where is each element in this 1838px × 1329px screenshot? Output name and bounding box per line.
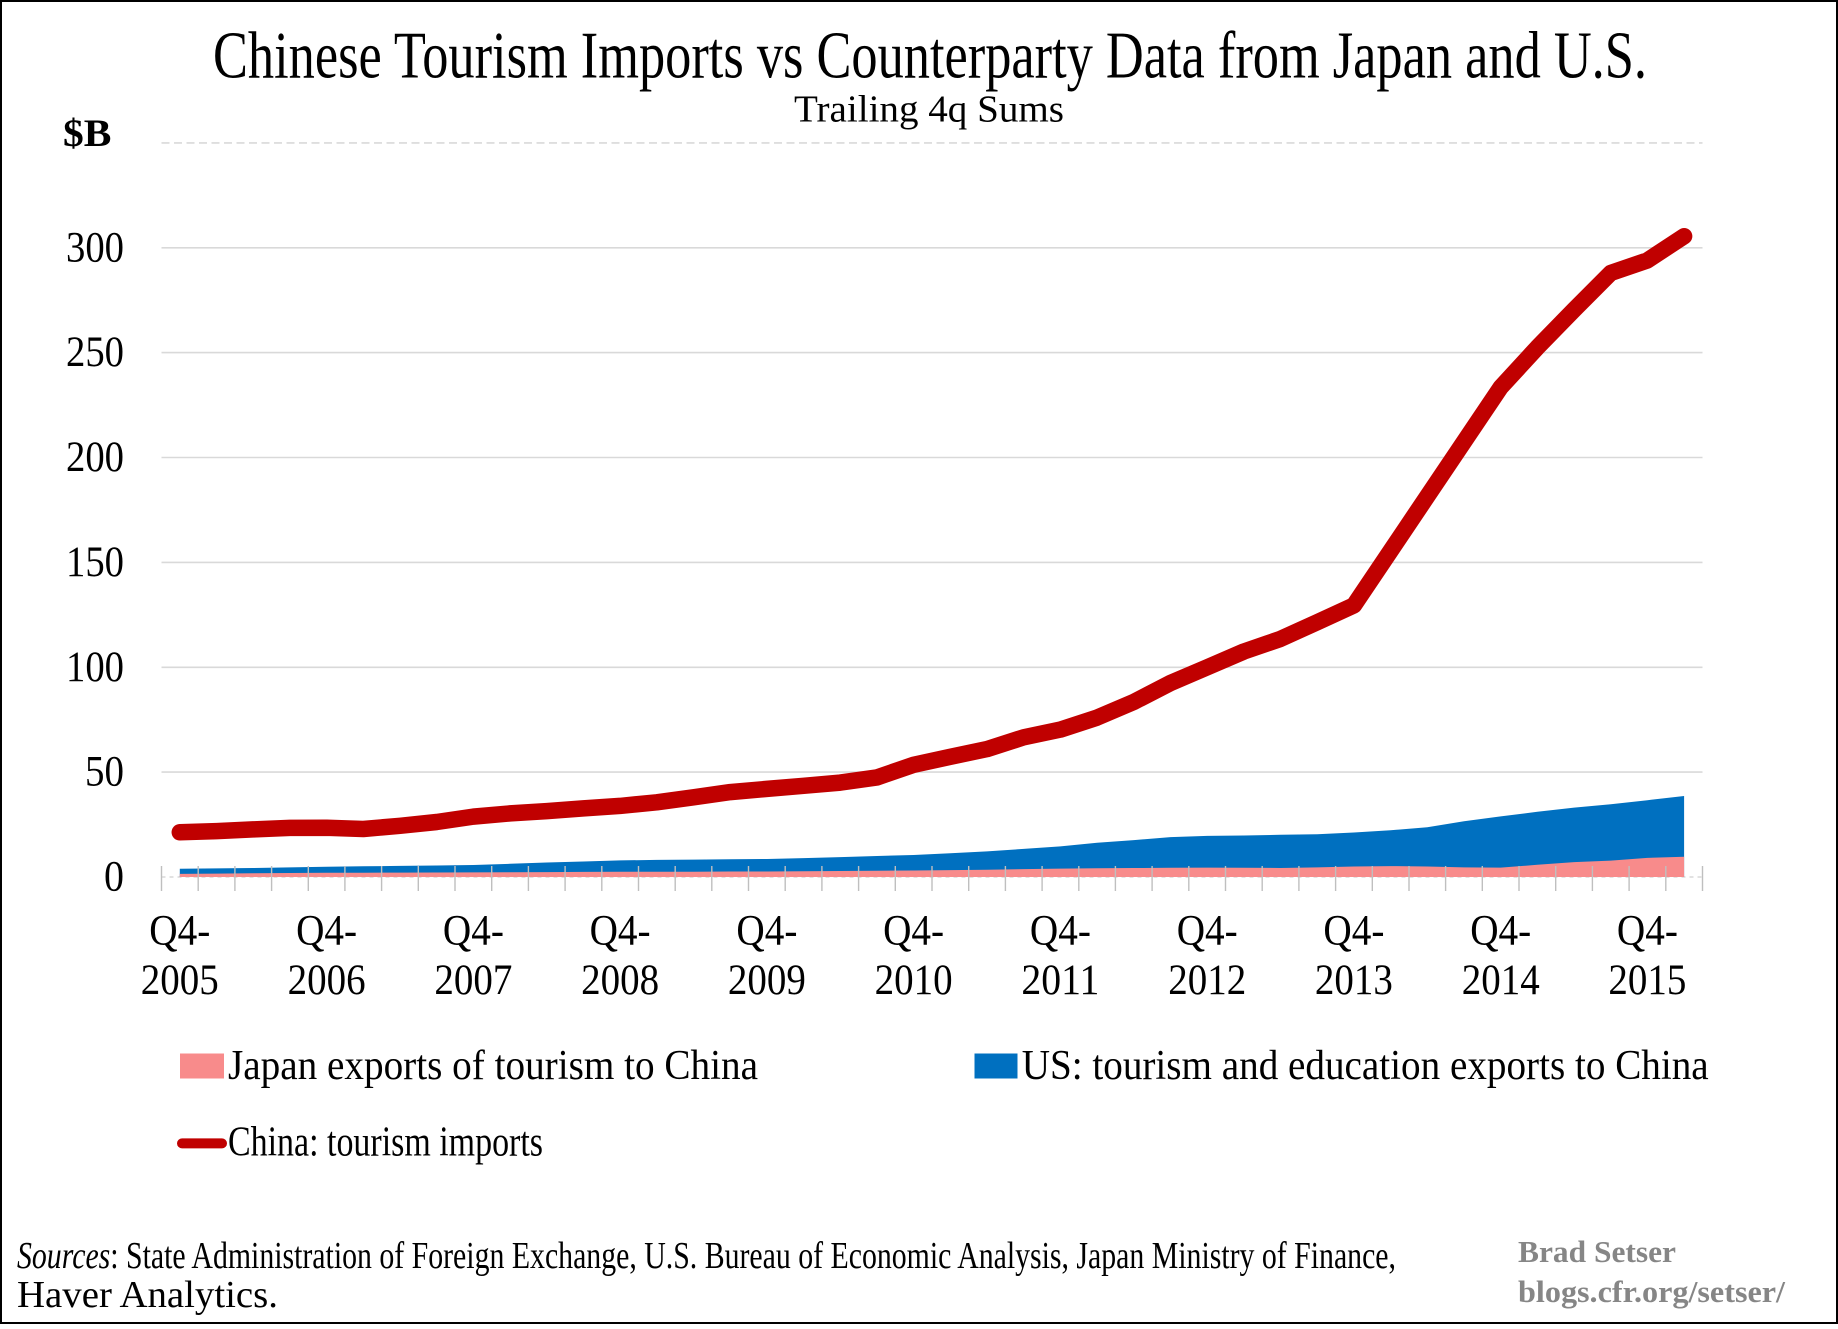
svg-text:Q4-: Q4- bbox=[1177, 908, 1238, 955]
svg-text:Trailing 4q Sums: Trailing 4q Sums bbox=[794, 88, 1064, 130]
svg-text:2014: 2014 bbox=[1462, 957, 1540, 1004]
svg-text:Brad Setser: Brad Setser bbox=[1518, 1234, 1676, 1269]
svg-text:Chinese Tourism Imports vs Cou: Chinese Tourism Imports vs Counterparty … bbox=[213, 19, 1647, 93]
svg-text:2015: 2015 bbox=[1608, 957, 1686, 1004]
svg-text:Q4-: Q4- bbox=[296, 908, 357, 955]
svg-text:Japan exports of tourism to Ch: Japan exports of tourism to China bbox=[228, 1043, 758, 1089]
svg-text:Q4-: Q4- bbox=[443, 908, 504, 955]
svg-text:2006: 2006 bbox=[288, 957, 366, 1004]
svg-text:2011: 2011 bbox=[1021, 957, 1099, 1004]
svg-text:Q4-: Q4- bbox=[590, 908, 651, 955]
svg-text:Q4-: Q4- bbox=[1617, 908, 1678, 955]
svg-text:150: 150 bbox=[66, 539, 124, 586]
svg-text:2010: 2010 bbox=[875, 957, 953, 1004]
svg-text:2008: 2008 bbox=[581, 957, 659, 1004]
svg-text:blogs.cfr.org/setser/: blogs.cfr.org/setser/ bbox=[1518, 1274, 1785, 1309]
svg-text:Q4-: Q4- bbox=[149, 908, 210, 955]
svg-text:50: 50 bbox=[85, 749, 124, 796]
svg-text:Q4-: Q4- bbox=[883, 908, 944, 955]
svg-text:$B: $B bbox=[63, 112, 111, 155]
svg-text:250: 250 bbox=[66, 329, 124, 376]
svg-text:Haver Analytics.: Haver Analytics. bbox=[17, 1274, 278, 1316]
svg-text:2012: 2012 bbox=[1168, 957, 1246, 1004]
svg-text:Sources: State Administration: Sources: State Administration of Foreign… bbox=[17, 1235, 1396, 1277]
svg-text:Q4-: Q4- bbox=[1323, 908, 1384, 955]
svg-text:2009: 2009 bbox=[728, 957, 806, 1004]
svg-text:0: 0 bbox=[104, 854, 124, 901]
svg-text:China: tourism imports: China: tourism imports bbox=[228, 1120, 543, 1166]
svg-text:Q4-: Q4- bbox=[1030, 908, 1091, 955]
svg-text:US: tourism and education expo: US: tourism and education exports to Chi… bbox=[1022, 1043, 1709, 1089]
svg-text:2007: 2007 bbox=[434, 957, 512, 1004]
svg-text:Q4-: Q4- bbox=[1470, 908, 1531, 955]
svg-text:100: 100 bbox=[66, 644, 124, 691]
svg-text:2013: 2013 bbox=[1315, 957, 1393, 1004]
svg-text:300: 300 bbox=[66, 224, 124, 271]
svg-text:Q4-: Q4- bbox=[736, 908, 797, 955]
svg-text:2005: 2005 bbox=[141, 957, 219, 1004]
svg-text:200: 200 bbox=[66, 434, 124, 481]
